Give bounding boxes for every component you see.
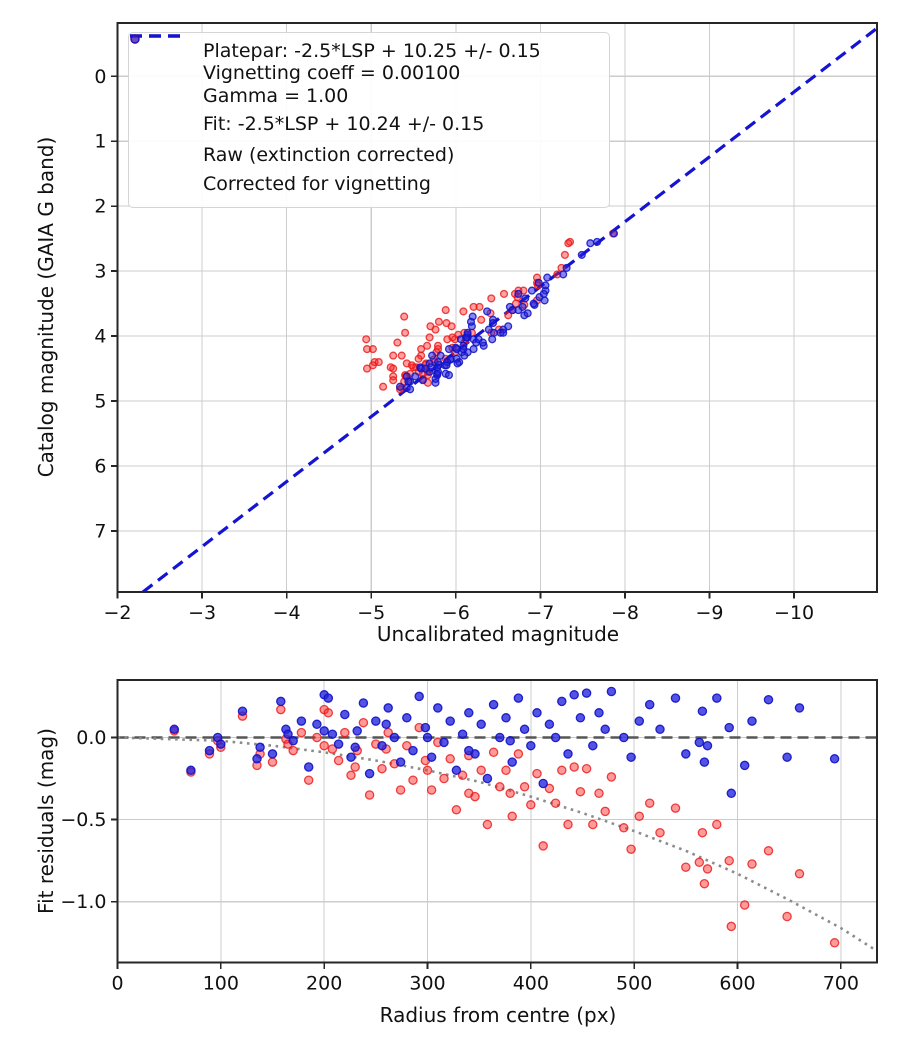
plot1-tick-labels: 0 100 200 300 400 500 600 700 0.0 −0.5 −1.0 <box>60 727 859 995</box>
svg-text:−3: −3 <box>188 602 216 624</box>
corrected-residuals <box>169 686 840 799</box>
svg-text:−10: −10 <box>774 602 814 624</box>
svg-text:100: 100 <box>203 973 239 995</box>
svg-text:−8: −8 <box>611 602 639 624</box>
plot1-ticks <box>111 736 842 969</box>
svg-text:−6: −6 <box>442 602 470 624</box>
svg-text:−5: −5 <box>357 602 385 624</box>
bottom-yaxis-label: Fit residuals (mag) <box>34 728 58 914</box>
corrected-for-vignetting <box>395 229 619 394</box>
svg-text:6: 6 <box>94 455 106 477</box>
svg-text:700: 700 <box>823 973 859 995</box>
top-xaxis-label: Uncalibrated magnitude <box>376 622 620 646</box>
legend-corrected-label: Corrected for vignetting <box>203 173 431 195</box>
plot1-frame <box>116 679 878 964</box>
svg-text:0: 0 <box>94 66 106 88</box>
svg-text:5: 5 <box>94 391 106 413</box>
svg-text:−2: −2 <box>103 602 131 624</box>
svg-text:2: 2 <box>94 196 106 218</box>
raw-residuals <box>169 704 840 948</box>
bottom-xaxis-label: Radius from centre (px) <box>379 1003 617 1027</box>
plot1-series <box>117 686 877 953</box>
plot0-ticks <box>111 75 796 599</box>
legend-raw-label: Raw (extinction corrected) <box>203 143 455 166</box>
legend: Platepar: -2.5*LSP + 10.25 +/- 0.15 Vign… <box>128 32 610 208</box>
legend-platepar-line2: Vignetting coeff = 0.00100 <box>203 62 461 84</box>
svg-text:−0.5: −0.5 <box>60 809 106 831</box>
svg-text:400: 400 <box>513 973 549 995</box>
svg-text:3: 3 <box>94 261 106 283</box>
svg-text:500: 500 <box>616 973 652 995</box>
svg-text:300: 300 <box>409 973 445 995</box>
svg-text:−4: −4 <box>273 602 301 624</box>
legend-platepar-line1: Platepar: -2.5*LSP + 10.25 +/- 0.15 <box>203 40 541 62</box>
plot0-frame <box>116 22 878 593</box>
svg-text:200: 200 <box>306 973 342 995</box>
svg-text:1: 1 <box>94 131 106 153</box>
svg-text:−7: −7 <box>526 602 554 624</box>
svg-text:4: 4 <box>94 326 106 348</box>
plot0-series <box>141 26 877 592</box>
svg-text:0.0: 0.0 <box>76 727 106 749</box>
svg-text:−1.0: −1.0 <box>60 891 106 913</box>
svg-text:7: 7 <box>94 520 106 542</box>
legend-platepar-line3: Gamma = 1.00 <box>203 85 349 107</box>
plot0-tick-labels: −2 −3 −4 −5 −6 −7 −8 −9 −10 0 1 2 3 4 5 6 7 <box>94 66 814 624</box>
svg-text:−9: −9 <box>696 602 724 624</box>
top-yaxis-label: Catalog magnitude (GAIA G band) <box>34 136 58 478</box>
svg-text:0: 0 <box>111 973 123 995</box>
legend-fit-label: Fit: -2.5*LSP + 10.24 +/- 0.15 <box>203 112 485 135</box>
svg-text:600: 600 <box>719 973 755 995</box>
